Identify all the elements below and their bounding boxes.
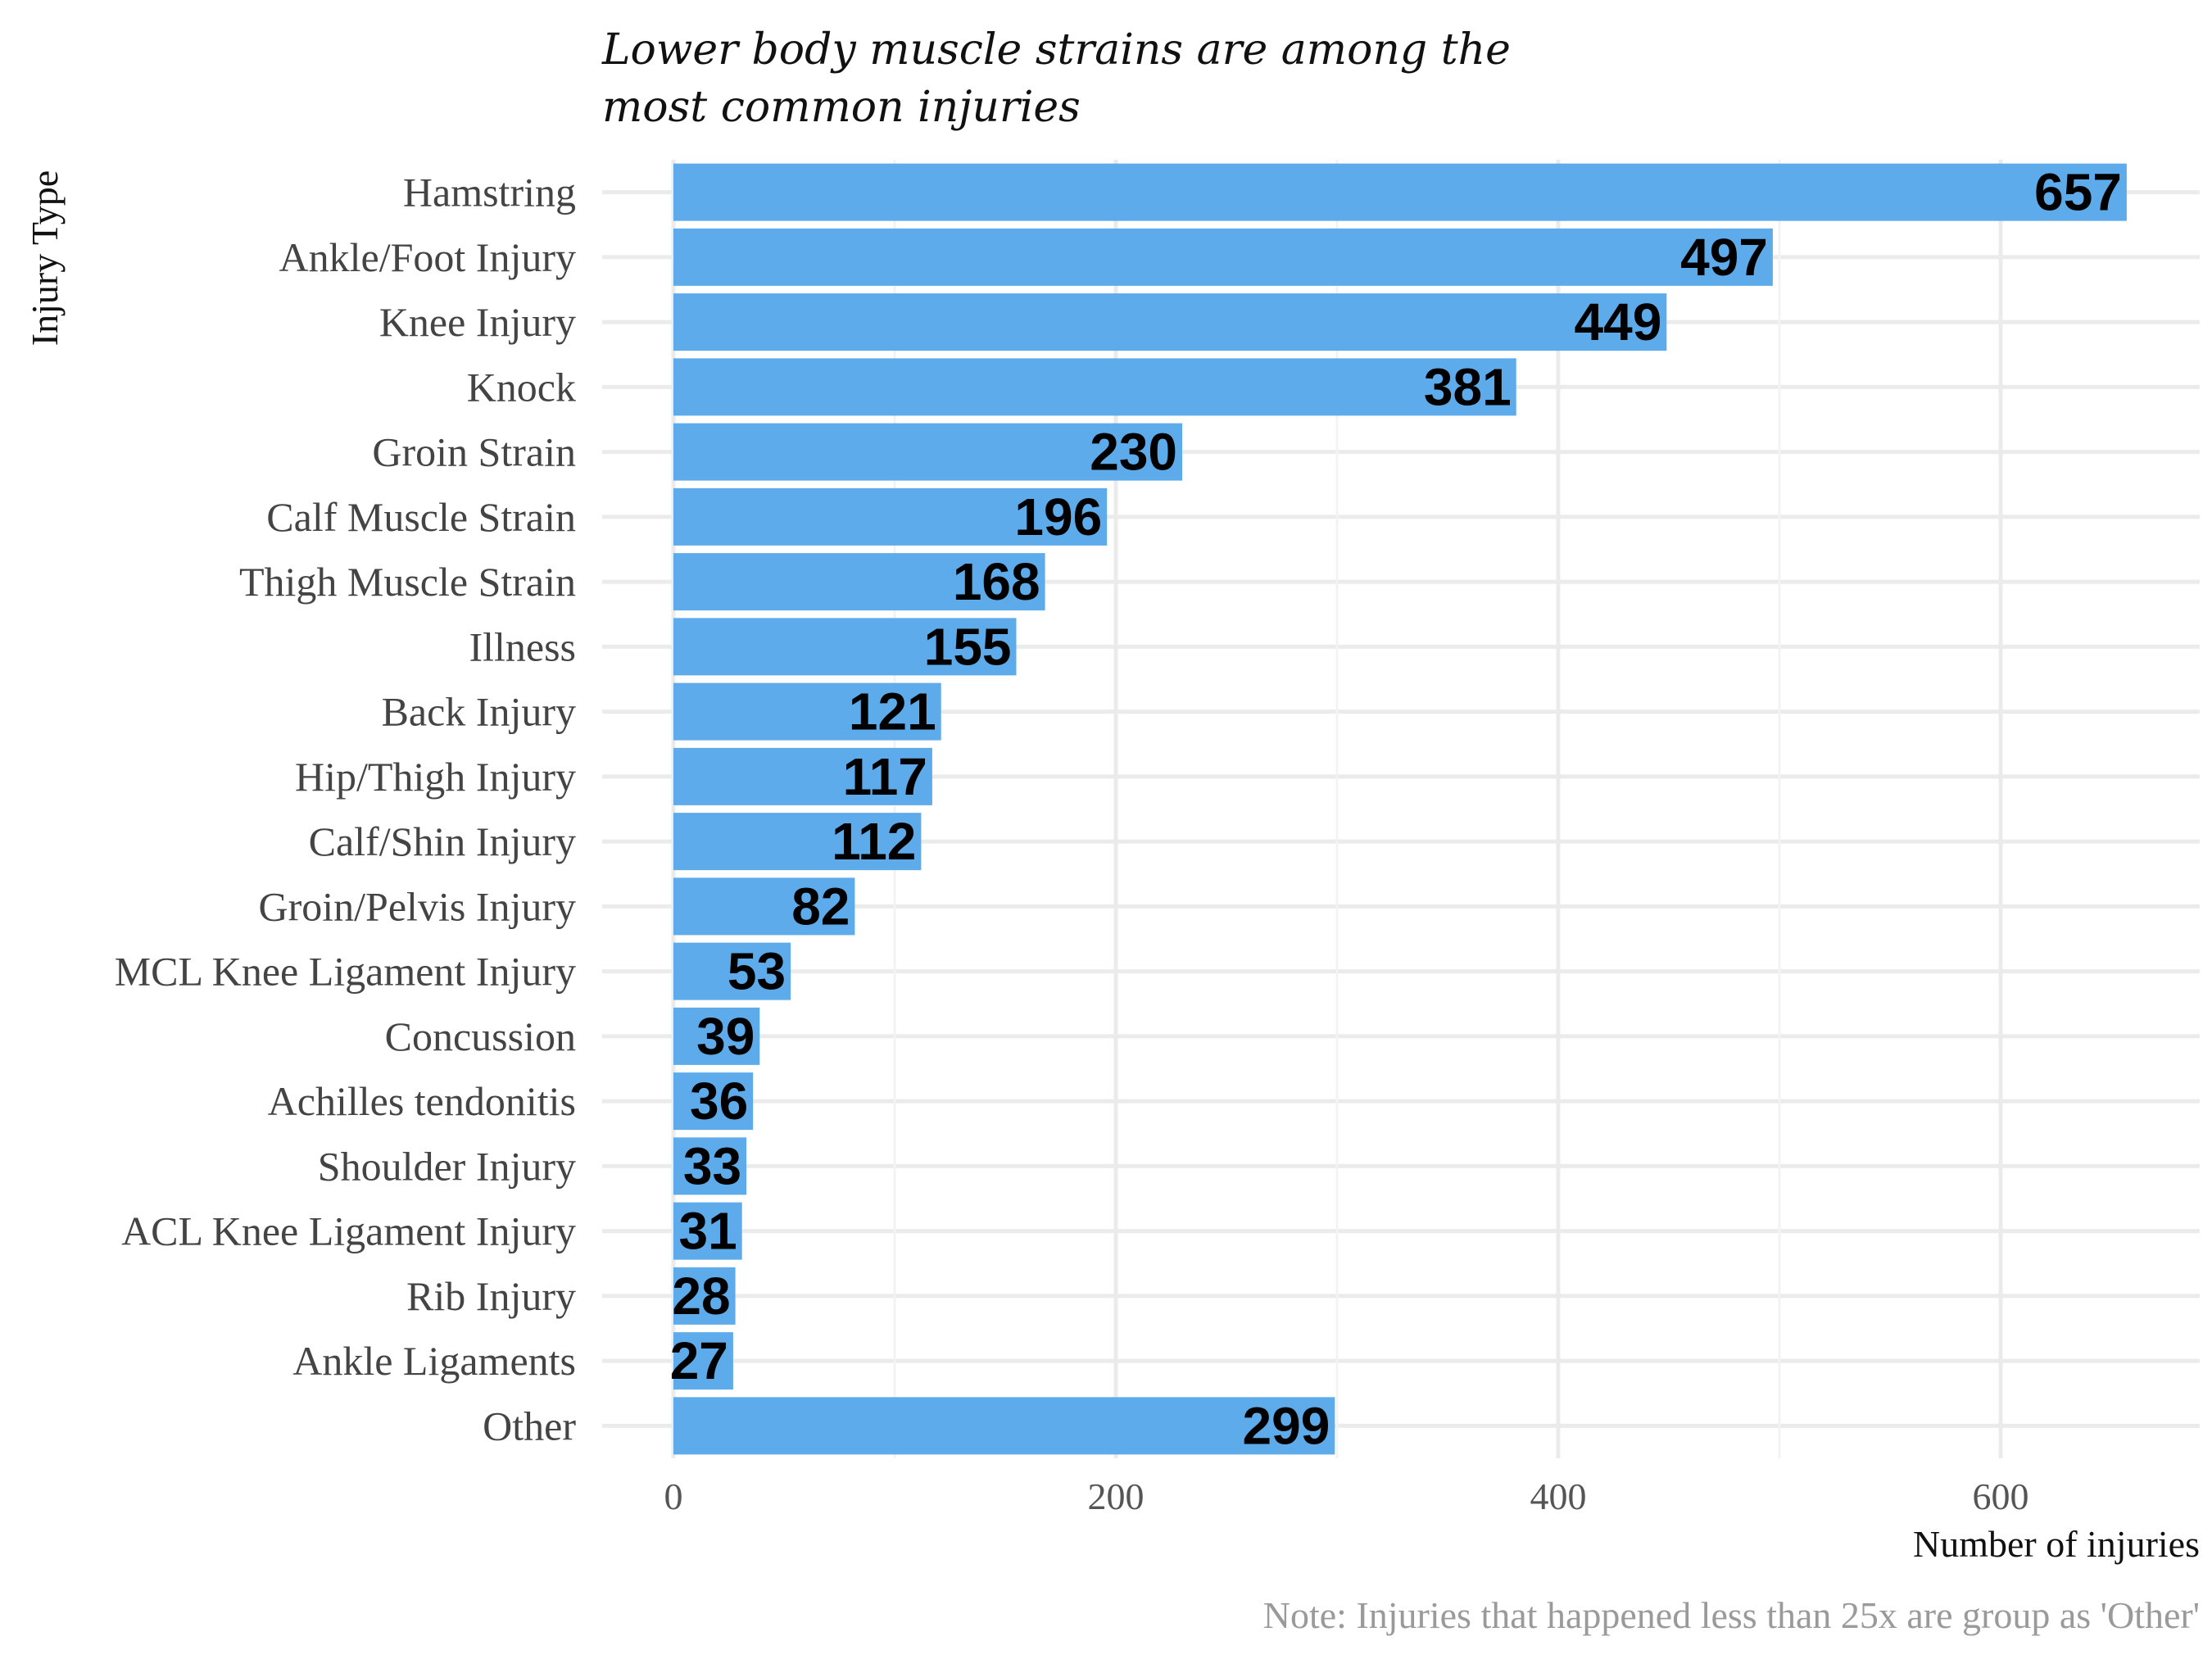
category-label: MCL Knee Ligament Injury	[115, 949, 576, 995]
category-labels: Hamstring Ankle/Foot Injury Knee Injury Kno…	[115, 170, 577, 1449]
bar	[673, 618, 1017, 676]
bar	[673, 813, 922, 871]
x-tick-labels: 0 200 400 600	[664, 1475, 2029, 1517]
value-label: 449	[1575, 292, 1662, 351]
value-label: 31	[679, 1202, 737, 1261]
x-tick-label: 200	[1088, 1475, 1145, 1517]
value-label: 155	[924, 617, 1012, 676]
bar	[673, 877, 855, 936]
bar	[673, 1202, 742, 1260]
bar	[673, 942, 791, 1000]
category-label: ACL Knee Ligament Injury	[121, 1208, 576, 1254]
category-label: Ankle Ligaments	[292, 1338, 576, 1384]
bar	[673, 682, 941, 741]
category-label: Knock	[467, 364, 576, 410]
value-label: 53	[728, 942, 786, 1001]
value-label: 112	[832, 812, 916, 871]
category-label: Groin/Pelvis Injury	[259, 883, 576, 929]
bar	[673, 293, 1667, 351]
category-label: Hamstring	[403, 170, 576, 215]
category-label: Achilles tendonitis	[268, 1078, 576, 1124]
bar	[673, 423, 1182, 481]
category-label: Rib Injury	[406, 1273, 576, 1319]
x-tick-label: 600	[1973, 1475, 2029, 1517]
category-label: Shoulder Injury	[318, 1143, 576, 1189]
bar	[673, 228, 1773, 286]
value-label: 497	[1680, 228, 1768, 287]
category-label: Thigh Muscle Strain	[239, 559, 576, 605]
chart-title-line-2: most common injuries	[602, 83, 1081, 132]
category-label: Calf Muscle Strain	[266, 494, 576, 540]
value-label: 39	[696, 1007, 755, 1066]
bar	[673, 358, 1516, 416]
bar-layer	[673, 163, 2127, 1455]
value-label: 33	[683, 1136, 741, 1195]
y-axis-title: Injury Type	[24, 170, 66, 346]
x-axis-title: Number of injuries	[1913, 1523, 2200, 1565]
category-label: Groin Strain	[372, 429, 576, 475]
value-label: 168	[953, 552, 1040, 611]
value-label: 657	[2034, 163, 2122, 222]
value-label: 36	[690, 1072, 748, 1131]
category-label: Concussion	[385, 1013, 576, 1059]
category-label: Back Injury	[382, 689, 576, 735]
bar	[673, 1072, 754, 1131]
value-label: 230	[1090, 423, 1177, 482]
value-label: 117	[843, 747, 927, 806]
grid-layer	[602, 160, 2200, 1458]
chart-title-line-1: Lower body muscle strains are among the	[601, 25, 1511, 75]
category-label: Knee Injury	[379, 299, 576, 345]
bar	[673, 1332, 733, 1390]
x-tick-label: 400	[1530, 1475, 1587, 1517]
bar	[673, 487, 1108, 546]
bar	[673, 747, 932, 805]
bar	[673, 1137, 747, 1195]
category-label: Illness	[469, 623, 576, 669]
value-label: 299	[1243, 1396, 1330, 1455]
bar	[673, 1397, 1335, 1455]
value-label: 27	[670, 1331, 728, 1390]
bar	[673, 553, 1045, 611]
category-label: Calf/Shin Injury	[309, 818, 576, 864]
value-label: 196	[1014, 487, 1102, 546]
category-label: Other	[483, 1403, 576, 1448]
category-label: Hip/Thigh Injury	[295, 754, 576, 800]
value-label: 28	[672, 1267, 730, 1326]
value-label: 121	[849, 682, 936, 741]
bar	[673, 1007, 760, 1065]
value-label: 381	[1424, 357, 1512, 416]
x-tick-label: 0	[664, 1475, 683, 1517]
category-label: Ankle/Foot Injury	[279, 234, 576, 280]
chart-note: Note: Injuries that happened less than 2…	[1263, 1594, 2200, 1636]
bar	[673, 163, 2127, 221]
value-label: 82	[791, 877, 850, 936]
bar	[673, 1267, 736, 1325]
